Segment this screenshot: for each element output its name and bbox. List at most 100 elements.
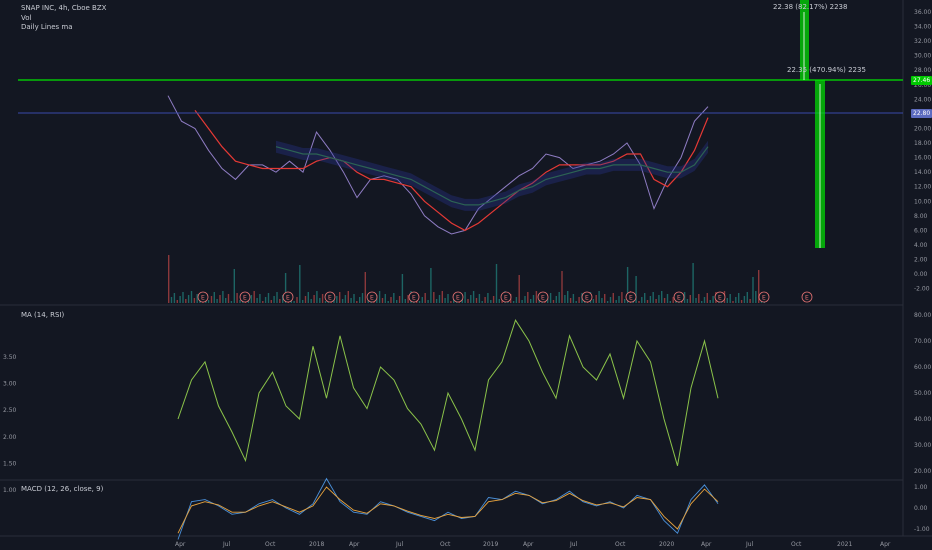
volume-bar xyxy=(378,291,381,303)
volume-bar xyxy=(307,292,309,303)
volume-bar xyxy=(735,297,737,303)
signal-line xyxy=(177,486,719,534)
volume-bar xyxy=(578,297,580,303)
volume-bar xyxy=(598,291,600,303)
volume-bar xyxy=(749,299,751,303)
volume-bar xyxy=(279,299,281,303)
earnings-marker-label: E xyxy=(805,295,809,302)
volume-bar xyxy=(464,292,466,303)
volume-bar xyxy=(549,293,552,303)
volume-bar xyxy=(293,301,295,303)
volume-bar xyxy=(669,301,671,303)
volume-bar xyxy=(433,292,435,303)
price-tick-label: 32.00 xyxy=(914,38,931,45)
rsi-right-tick-label: 20.00 xyxy=(914,468,931,475)
volume-bar xyxy=(236,293,238,303)
volume-bar xyxy=(646,300,649,303)
price-tick-label: 14.00 xyxy=(914,169,931,176)
volume-bar xyxy=(296,297,298,303)
ma-cloud-band xyxy=(276,140,708,211)
volume-bar xyxy=(387,301,389,303)
earnings-marker xyxy=(408,291,420,303)
volume-bar xyxy=(686,299,689,303)
volume-bar xyxy=(472,291,475,303)
volume-bar xyxy=(695,298,697,303)
macd-pane xyxy=(177,477,719,540)
earnings-marker-label: E xyxy=(585,295,589,302)
volume-bar xyxy=(692,263,694,303)
time-tick-label: 2018 xyxy=(309,541,324,548)
time-tick-label: Apr xyxy=(880,541,891,548)
earnings-marker xyxy=(324,291,336,303)
volume-bar xyxy=(176,300,178,303)
measure-box-top xyxy=(800,0,809,80)
earnings-marker-label: E xyxy=(456,295,460,302)
volume-bar xyxy=(592,299,595,303)
rsi-right-tick-label: 30.00 xyxy=(914,442,931,449)
volume-bar xyxy=(498,299,500,303)
volume-bar xyxy=(661,291,663,303)
volume-bar xyxy=(467,299,469,303)
price-tick-label: 28.00 xyxy=(914,67,931,74)
volume-bar xyxy=(199,301,201,303)
time-tick-label: Oct xyxy=(440,541,451,548)
volume-bar xyxy=(663,298,666,303)
volume-bar xyxy=(575,301,577,303)
earnings-marker-label: E xyxy=(243,295,247,302)
volume-bar xyxy=(564,295,566,303)
volume-bar xyxy=(572,294,575,303)
measure-label-second: 22.35 (470.94%) 2235 xyxy=(787,66,866,74)
time-tick-label: 2020 xyxy=(659,541,674,548)
volume-bar xyxy=(250,295,253,303)
volume-bar xyxy=(350,298,352,303)
price-tag-green: 27.46 xyxy=(911,76,932,85)
volume-bar xyxy=(384,294,386,303)
macd-pane-label: MACD (12, 26, close, 9) xyxy=(21,485,104,493)
volume-bar xyxy=(649,296,652,303)
volume-bar xyxy=(193,298,196,303)
time-tick-label: Oct xyxy=(615,541,626,548)
volume-bar xyxy=(701,301,703,303)
volume-bar xyxy=(339,292,341,303)
volume-bar xyxy=(609,297,612,303)
volume-bar xyxy=(601,298,603,303)
volume-bar xyxy=(344,295,347,303)
volume-bar xyxy=(284,273,287,303)
volume-bar xyxy=(173,293,176,303)
volume-bar xyxy=(230,301,233,303)
volume-bar xyxy=(729,294,731,303)
volume-bar xyxy=(282,295,284,303)
volume-bar xyxy=(618,296,620,303)
symbol-title: SNAP INC, 4h, Cboe BZX xyxy=(21,4,107,12)
volume-bar xyxy=(492,296,495,303)
rsi-right-tick-label: 60.00 xyxy=(914,364,931,371)
volume-bar xyxy=(621,292,623,303)
earnings-marker-label: E xyxy=(677,295,681,302)
rsi-right-tick-label: 70.00 xyxy=(914,338,931,345)
earnings-marker xyxy=(673,291,685,303)
ma-red-line xyxy=(194,109,709,232)
volume-bar xyxy=(321,294,324,303)
time-tick-label: Apr xyxy=(701,541,712,548)
rsi-left-tick-label: 1.00 xyxy=(3,487,17,494)
volume-bar xyxy=(490,300,492,303)
earnings-marker xyxy=(758,291,770,303)
volume-bar xyxy=(396,300,398,303)
rsi-pane-label: MA (14, RSI) xyxy=(21,311,65,319)
earnings-marker-label: E xyxy=(504,295,508,302)
earnings-marker xyxy=(239,291,251,303)
volume-bar xyxy=(524,296,526,303)
volume-bar xyxy=(418,301,421,303)
volume-bar xyxy=(302,300,304,303)
time-tick-label: Oct xyxy=(265,541,276,548)
price-tick-label: 20.00 xyxy=(914,125,931,132)
indicator-label: Daily Lines ma xyxy=(21,23,73,31)
rsi-right-tick-label: 80.00 xyxy=(914,312,931,319)
volume-bar xyxy=(683,292,686,303)
volume-bar xyxy=(624,299,626,303)
earnings-marker xyxy=(714,291,726,303)
volume-bar xyxy=(347,291,349,303)
earnings-marker-label: E xyxy=(328,295,332,302)
volume-bar xyxy=(276,292,278,303)
